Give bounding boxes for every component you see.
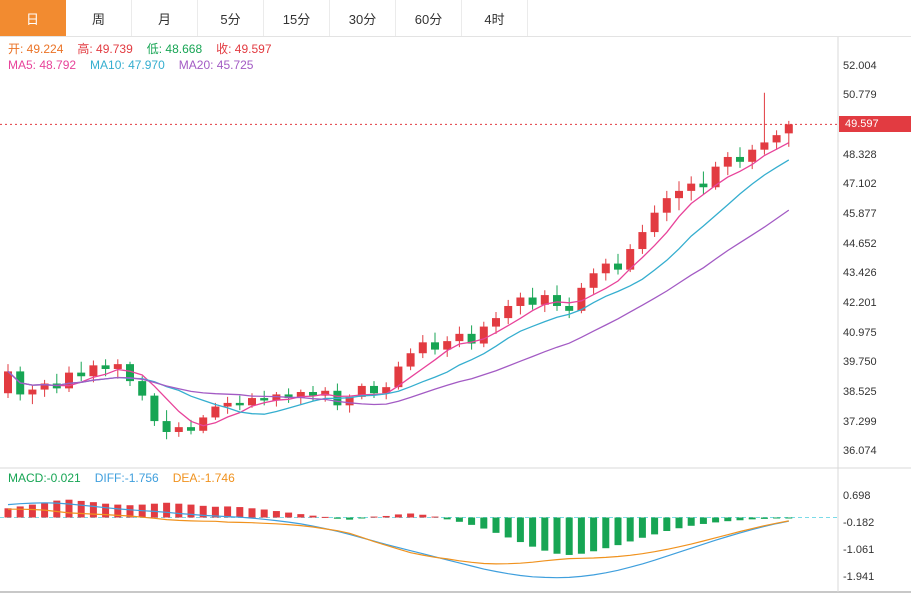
- dea-line: [8, 508, 789, 565]
- macd-value: MACD:-0.021: [8, 471, 81, 485]
- price-axis-label: 50.779: [843, 89, 877, 102]
- tab-周[interactable]: 周: [66, 0, 132, 36]
- diff-value: DIFF:-1.756: [94, 471, 159, 485]
- ma-legend: MA5: 48.792 MA10: 47.970 MA20: 45.725: [8, 58, 267, 72]
- ohlc-legend: 开: 49.224 高: 49.739 低: 48.668 收: 49.597: [8, 40, 286, 57]
- price-axis-label: 42.201: [843, 297, 877, 310]
- price-axis-label: 45.877: [843, 207, 877, 220]
- macd-axis-label: 0.698: [843, 489, 871, 502]
- macd-axis-label: -1.941: [843, 570, 875, 583]
- timeframe-tabbar: 日周月 5分 15分 30分 60分 4时: [0, 0, 911, 37]
- current-price-tag: 49.597: [839, 116, 911, 132]
- price-axis-label: 44.652: [843, 237, 877, 250]
- open-value: 开: 49.224: [8, 42, 64, 56]
- price-axis-label: 36.074: [843, 445, 877, 458]
- price-axis-label: 39.750: [843, 356, 877, 369]
- tab-30分[interactable]: 30分: [330, 0, 396, 36]
- dea-value: DEA:-1.746: [172, 471, 235, 485]
- diff-line: [7, 502, 789, 579]
- price-axis-label: 37.299: [843, 415, 877, 428]
- price-axis-label: 47.102: [843, 178, 877, 191]
- price-axis-label: 52.004: [843, 59, 877, 72]
- macd-histogram-group: [4, 499, 793, 555]
- chart-borders: [0, 36, 911, 593]
- low-value: 低: 48.668: [146, 42, 203, 56]
- ma5-value: MA5: 48.792: [8, 58, 77, 72]
- price-axis-label: 38.525: [843, 386, 877, 399]
- ma10-value: MA10: 47.970: [90, 58, 165, 72]
- tab-5分[interactable]: 5分: [198, 0, 264, 36]
- tab-月[interactable]: 月: [132, 0, 198, 36]
- high-value: 高: 49.739: [77, 42, 133, 56]
- price-axis-label: 48.328: [843, 148, 877, 161]
- macd-axis-label: -1.061: [843, 543, 875, 556]
- tab-15分[interactable]: 15分: [264, 0, 330, 36]
- price-axis-label: 40.975: [843, 326, 877, 339]
- close-value: 收: 49.597: [216, 42, 272, 56]
- macd-axis-label: -0.182: [843, 516, 875, 529]
- tab-60分[interactable]: 60分: [396, 0, 462, 36]
- ma-lines-group: [7, 142, 790, 427]
- macd-legend: MACD:-0.021 DIFF:-1.756 DEA:-1.746: [8, 471, 249, 485]
- price-axis-label: 43.426: [843, 267, 877, 280]
- tab-4时[interactable]: 4时: [462, 0, 528, 36]
- candles-group: [4, 92, 793, 440]
- macd-lines-group: [7, 502, 789, 579]
- ma-line-ma20: [7, 209, 790, 406]
- ma-line-ma5: [7, 142, 790, 427]
- tab-日[interactable]: 日: [0, 0, 66, 36]
- ma20-value: MA20: 45.725: [178, 58, 254, 72]
